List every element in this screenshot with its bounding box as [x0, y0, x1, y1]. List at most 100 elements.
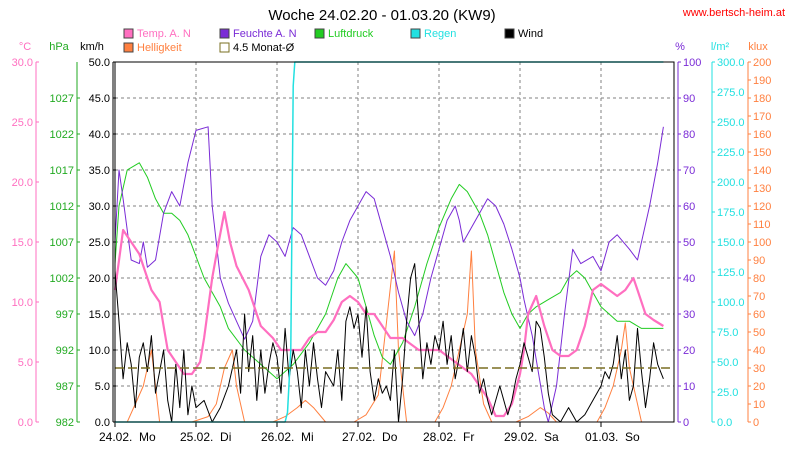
- tick-label-klux: 140: [753, 165, 771, 177]
- tick-label-kmh: 50.0: [89, 57, 110, 69]
- tick-label-klux: 150: [753, 147, 771, 159]
- legend-swatch-temp: [123, 28, 134, 39]
- tick-label-klux: 130: [753, 183, 771, 195]
- plot-frame: [114, 61, 675, 423]
- x-tick-label: 01.03. So: [585, 430, 640, 444]
- tick-label-kmh: 15.0: [89, 309, 110, 321]
- tick-label-rain: 100.0: [717, 297, 745, 309]
- tick-label-klux: 180: [753, 93, 771, 105]
- unit-temp: °C: [19, 41, 31, 53]
- legend-label-feuchte: Feuchte A. N: [233, 28, 297, 40]
- unit-kmh: km/h: [80, 41, 104, 53]
- tick-label-rain: 200.0: [717, 177, 745, 189]
- legend-label-luftdruck: Luftdruck: [328, 28, 374, 40]
- legend-swatch-feuchte: [219, 28, 230, 39]
- tick-label-klux: 110: [753, 219, 771, 231]
- tick-label-temp: 25.0: [12, 117, 33, 129]
- tick-label-rain: 275.0: [717, 87, 745, 99]
- tick-label-hpa: 997: [56, 309, 74, 321]
- tick-label-pct: 60: [683, 201, 695, 213]
- x-tick-label: 29.02. Sa: [504, 430, 559, 444]
- legend-swatch-helligkeit: [123, 42, 134, 53]
- x-tick-label: 27.02. Do: [342, 430, 398, 444]
- x-tick-label: 28.02. Fr: [423, 430, 474, 444]
- tick-label-klux: 120: [753, 201, 771, 213]
- tick-label-pct: 10: [683, 381, 695, 393]
- tick-label-klux: 0: [753, 417, 759, 429]
- tick-label-klux: 60: [753, 309, 765, 321]
- tick-label-klux: 10: [753, 399, 765, 411]
- x-tick-label: 25.02. Di: [180, 430, 231, 444]
- tick-label-pct: 40: [683, 273, 695, 285]
- tick-label-temp: 0.0: [18, 417, 33, 429]
- tick-label-hpa: 987: [56, 381, 74, 393]
- source-link[interactable]: www.bertsch-heim.at: [682, 7, 785, 19]
- legend-label-helligkeit: Helligkeit: [137, 42, 182, 54]
- tick-label-klux: 50: [753, 327, 765, 339]
- legend-label-regen: Regen: [424, 28, 456, 40]
- tick-label-hpa: 1022: [50, 129, 74, 141]
- tick-label-rain: 300.0: [717, 57, 745, 69]
- tick-label-rain: 25.0: [717, 387, 738, 399]
- tick-label-rain: 150.0: [717, 237, 745, 249]
- tick-label-hpa: 1007: [50, 237, 74, 249]
- tick-label-klux: 20: [753, 381, 765, 393]
- x-tick-label: 26.02. Mi: [261, 430, 314, 444]
- tick-label-klux: 170: [753, 111, 771, 123]
- unit-hpa: hPa: [49, 41, 69, 53]
- tick-label-temp: 15.0: [12, 237, 33, 249]
- tick-label-hpa: 1002: [50, 273, 74, 285]
- legend-label-monat: 4.5 Monat-Ø: [233, 42, 295, 54]
- tick-label-hpa: 1027: [50, 93, 74, 105]
- legend-swatch-regen: [410, 28, 421, 39]
- tick-label-pct: 70: [683, 165, 695, 177]
- tick-label-rain: 175.0: [717, 207, 745, 219]
- tick-label-pct: 100: [683, 57, 701, 69]
- tick-label-rain: 50.0: [717, 357, 738, 369]
- tick-label-klux: 80: [753, 273, 765, 285]
- tick-label-temp: 5.0: [18, 357, 33, 369]
- tick-label-pct: 30: [683, 309, 695, 321]
- tick-label-hpa: 1017: [50, 165, 74, 177]
- tick-label-kmh: 30.0: [89, 201, 110, 213]
- series-luftdruck: [114, 162, 664, 380]
- tick-label-pct: 90: [683, 93, 695, 105]
- tick-label-klux: 100: [753, 237, 771, 249]
- tick-label-klux: 90: [753, 255, 765, 267]
- tick-label-temp: 20.0: [12, 177, 33, 189]
- tick-label-klux: 190: [753, 75, 771, 87]
- tick-label-kmh: 20.0: [89, 273, 110, 285]
- legend-swatch-wind: [504, 28, 515, 39]
- unit-klux: klux: [748, 41, 768, 53]
- legend-label-wind: Wind: [518, 28, 543, 40]
- tick-label-klux: 40: [753, 345, 765, 357]
- tick-label-kmh: 10.0: [89, 345, 110, 357]
- right-axes: 0 10 20 30 40 50 60 70 80 90 100 0.0 25.0 50.0 75.0 100…: [677, 57, 771, 429]
- tick-label-kmh: 0.0: [95, 417, 110, 429]
- series-temp: [113, 210, 664, 418]
- tick-label-kmh: 45.0: [89, 93, 110, 105]
- tick-label-pct: 50: [683, 237, 695, 249]
- legend-label-temp: Temp. A. N: [137, 28, 191, 40]
- tick-label-hpa: 1012: [50, 201, 74, 213]
- left-axes: 0.0 5.0 10.0 15.0 20.0 25.0 30.0 982 987 992 997 10…: [12, 57, 116, 429]
- tick-label-temp: 10.0: [12, 297, 33, 309]
- unit-pct: %: [675, 41, 685, 53]
- axis-units: °C hPa km/h% l/m² klux: [19, 41, 768, 53]
- tick-label-hpa: 992: [56, 345, 74, 357]
- tick-label-temp: 30.0: [12, 57, 33, 69]
- tick-label-kmh: 40.0: [89, 129, 110, 141]
- legend-swatch-monat: [219, 42, 230, 53]
- tick-label-rain: 0.0: [717, 417, 732, 429]
- tick-label-pct: 20: [683, 345, 695, 357]
- tick-label-rain: 225.0: [717, 147, 745, 159]
- x-tick-label: 24.02. Mo: [99, 430, 156, 444]
- tick-label-klux: 70: [753, 291, 765, 303]
- tick-label-klux: 200: [753, 57, 771, 69]
- legend: Temp. A. N Feuchte A. N Luftdruck Regen Wind…: [123, 28, 543, 54]
- tick-label-klux: 160: [753, 129, 771, 141]
- tick-label-kmh: 5.0: [95, 381, 110, 393]
- tick-label-rain: 75.0: [717, 327, 738, 339]
- x-axis: 24.02. Mo 25.02. Di 26.02. Mi 27.02. Do 28.0…: [99, 422, 640, 444]
